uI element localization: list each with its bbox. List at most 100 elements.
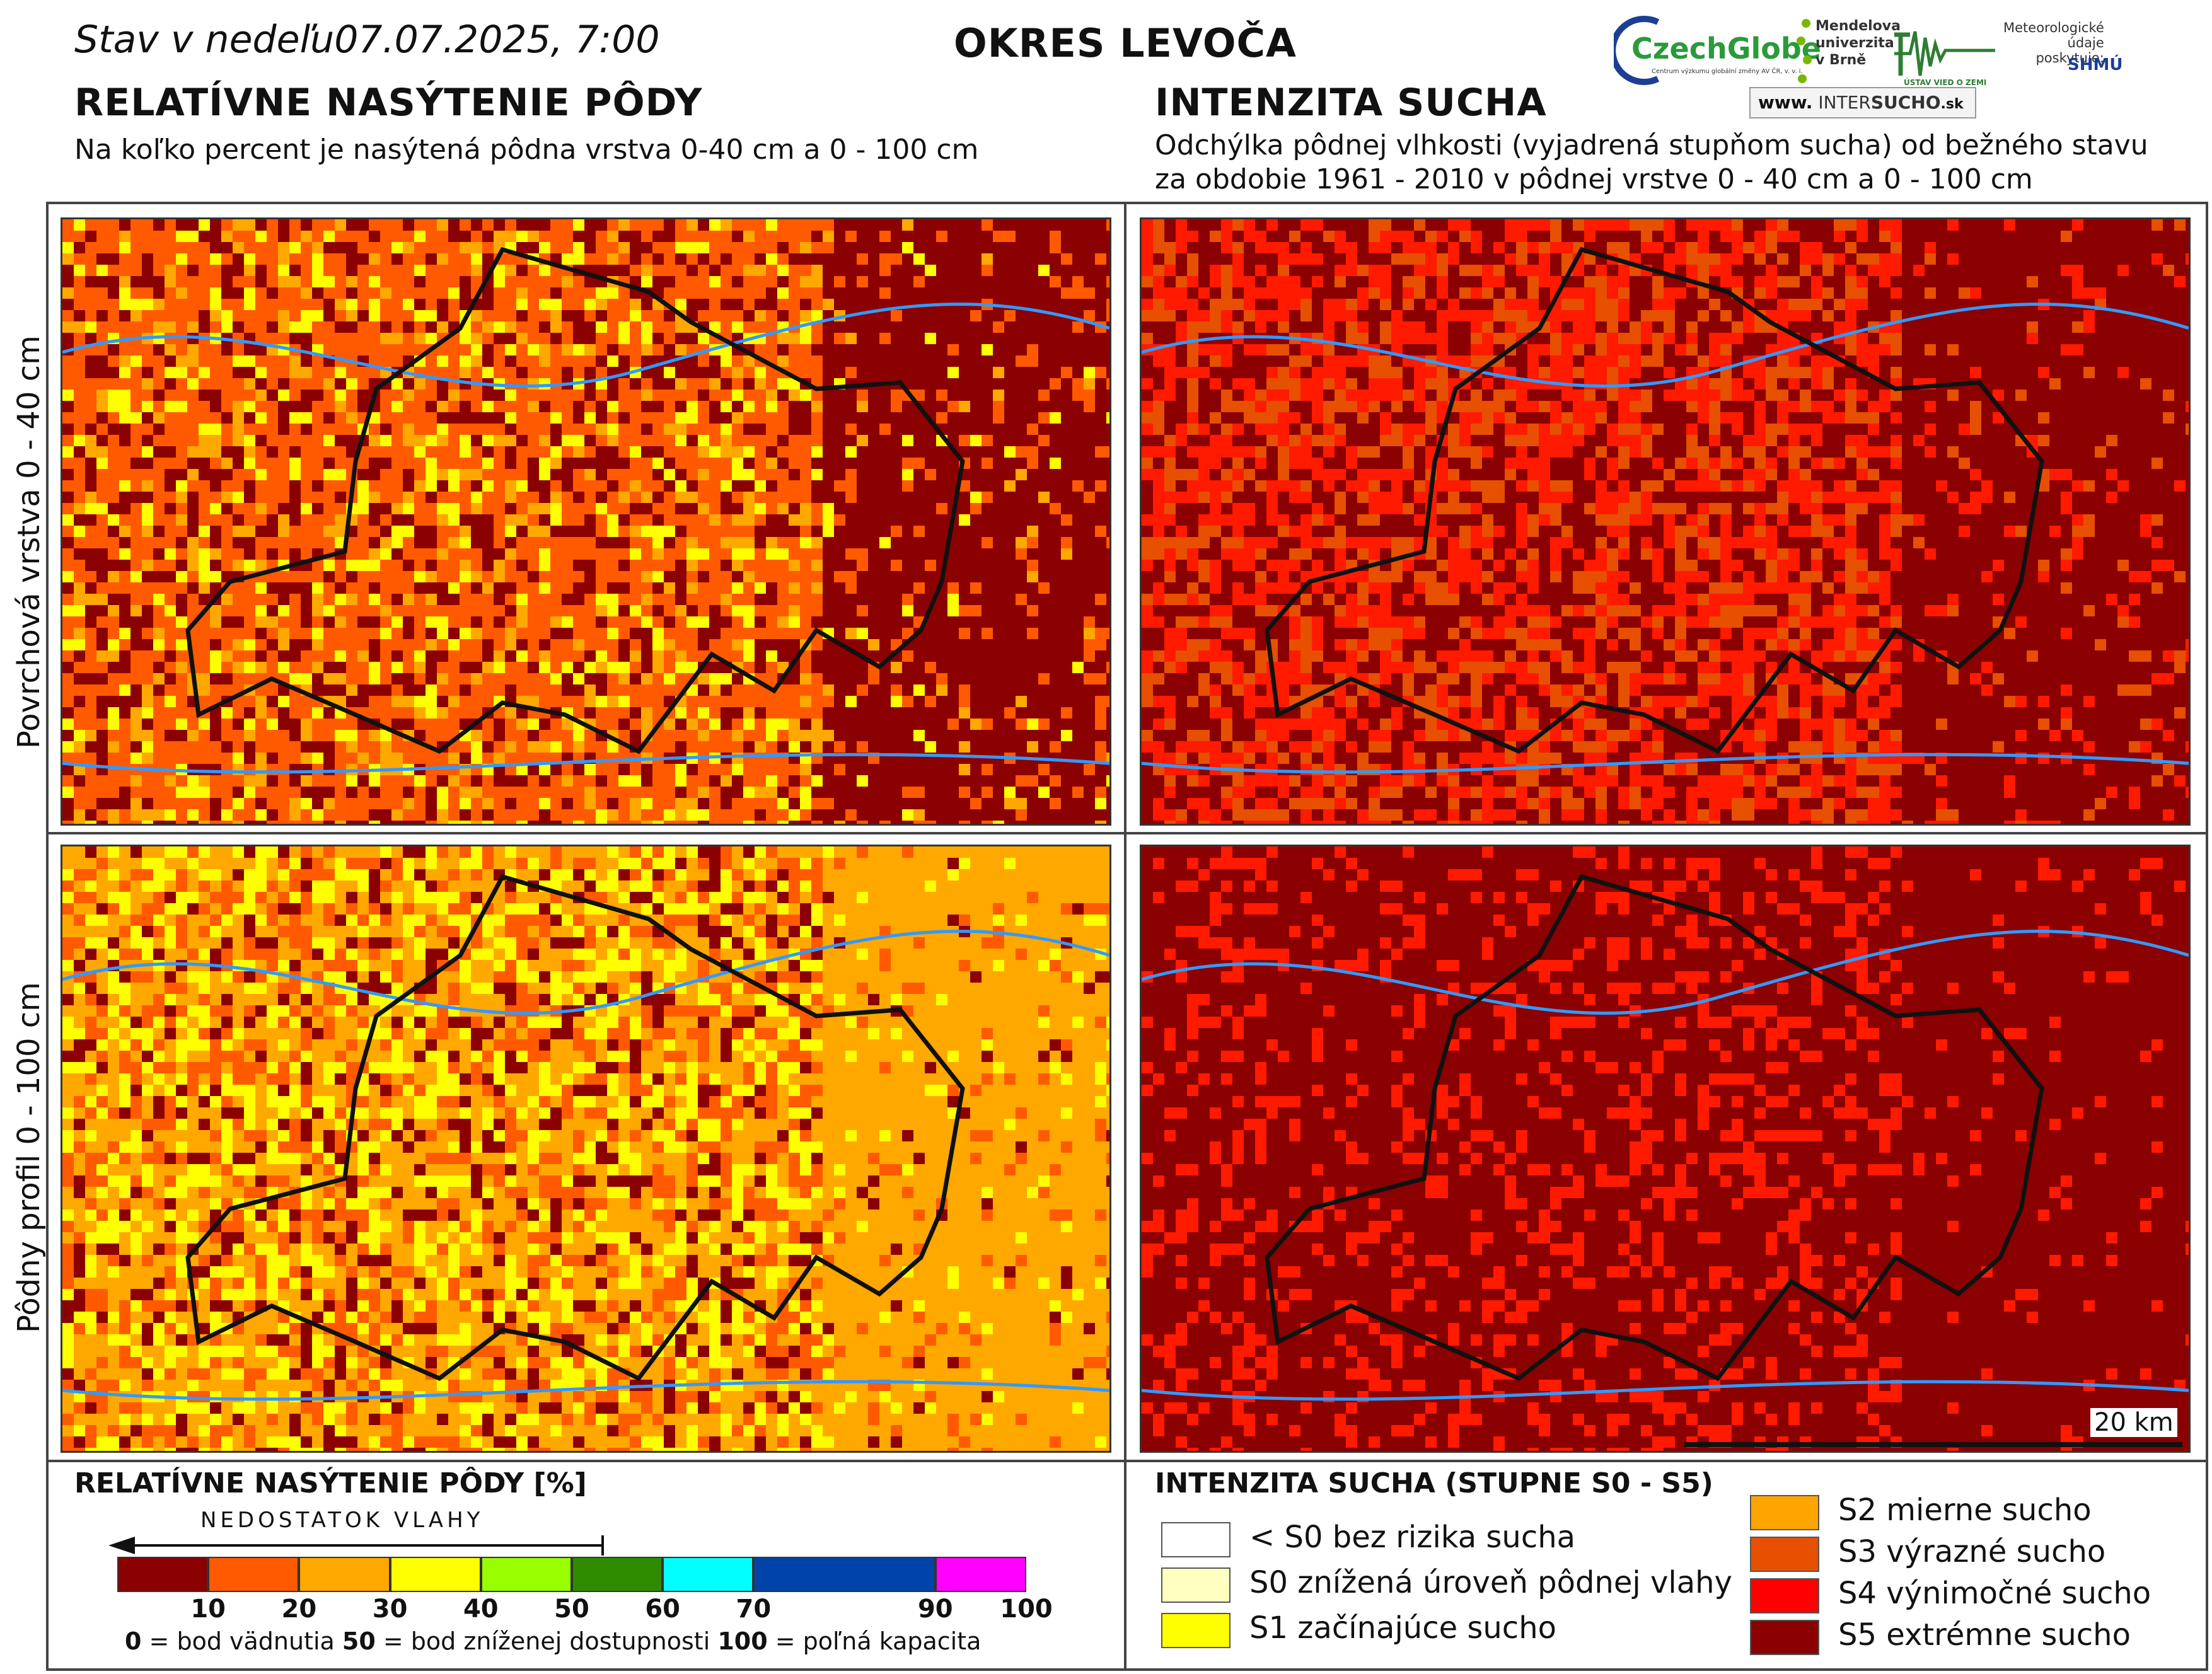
scale-bar [1684, 1442, 2182, 1447]
row-label-surface: Povrchová vrstva 0 - 40 cm [11, 335, 47, 749]
row-label-profile: Pôdny profil 0 - 100 cm [11, 982, 47, 1333]
saturation-tick-5: 60 [645, 1595, 680, 1624]
saturation-ticks: 10 20 30 40 50 60 70 90 100 [117, 1595, 1052, 1625]
czechglobe-name: CzechGlobe [1631, 32, 1821, 66]
drought-label-right-3: S5 extrémne sucho [1838, 1617, 2131, 1653]
map-raster [1142, 846, 2189, 1451]
saturation-bin-3 [390, 1557, 481, 1592]
map-raster [62, 219, 1109, 824]
drought-label-right-0: S2 mierne sucho [1838, 1492, 2092, 1528]
saturation-tick-2: 30 [373, 1595, 408, 1624]
saturation-tick-1: 20 [282, 1595, 317, 1624]
drought-swatch-left-1 [1161, 1567, 1230, 1603]
scale-bar-label: 20 km [2090, 1408, 2177, 1437]
left-section-subtitle: Na koľko percent je nasýtená pôdna vrstv… [74, 133, 978, 167]
map-saturation-profile [61, 845, 1111, 1453]
czechglobe-sub: Centrum výzkumu globální změny AV ČR, v.… [1652, 68, 1803, 75]
river-line [1142, 930, 2189, 1015]
intersucho-logo: www. INTERSUCHO.sk [1749, 87, 1976, 118]
note-50-text: = bod zníženej dostupnosti [376, 1627, 718, 1655]
saturation-tick-8: 100 [1000, 1595, 1053, 1624]
mendel-line-1: Mendelova [1815, 18, 1901, 35]
panel-divider-vertical [1124, 202, 1126, 1671]
saturation-bin-5 [572, 1557, 663, 1592]
mendel-line-2: univerzita [1815, 35, 1901, 52]
drought-swatch-left-0 [1161, 1522, 1230, 1557]
district-title: OKRES LEVOČA [954, 20, 1297, 66]
saturation-tick-6: 70 [736, 1595, 772, 1624]
deficit-arrow-icon [108, 1535, 604, 1556]
map-raster [62, 846, 1109, 1451]
status-prefix: Stav v nedeľu [74, 18, 334, 62]
status-date-value: 07.07.2025, 7:00 [334, 18, 659, 62]
drought-swatch-right-1 [1750, 1537, 1819, 1572]
site-suffix: .sk [1941, 96, 1964, 112]
site-prefix: www. [1758, 92, 1812, 113]
saturation-color-bar [117, 1557, 1026, 1592]
note-100-value: 100 [717, 1627, 767, 1655]
drought-swatch-right-3 [1750, 1620, 1819, 1655]
panel-divider-horizontal [46, 832, 2208, 834]
drought-swatch-right-2 [1750, 1578, 1819, 1613]
meteo-line-1: Meteorologické [2003, 20, 2104, 35]
river-line [1142, 303, 2189, 388]
drought-label-left-2: S1 začínajúce sucho [1249, 1610, 1556, 1646]
drought-label-right-1: S3 výrazné sucho [1838, 1534, 2105, 1569]
river-line-south [62, 1380, 1109, 1401]
mendel-name: Mendelova univerzita v Brně [1815, 18, 1901, 69]
right-section-subtitle-2: za obdobie 1961 - 2010 v pôdnej vrstve 0… [1155, 163, 2033, 197]
saturation-tick-3: 40 [463, 1595, 499, 1624]
czechglobe-logo-icon [1614, 16, 1660, 85]
saturation-bin-6 [663, 1557, 754, 1592]
note-100-text: = poľná kapacita [768, 1627, 982, 1655]
district-boundary [1265, 246, 2044, 754]
note-50-value: 50 [342, 1627, 376, 1655]
saturation-bin-1 [208, 1557, 299, 1592]
ustav-name: ÚSTAV VIED O ZEMI [1904, 78, 1986, 87]
district-boundary [185, 246, 965, 754]
drought-legend-left: < S0 bez rizika sucha S0 znížená úroveň p… [1161, 1520, 1732, 1667]
site-sucho: SUCHO [1871, 92, 1941, 113]
river-line [62, 303, 1109, 388]
drought-swatch-right-0 [1750, 1495, 1819, 1530]
meteo-line-2: údaje [2003, 35, 2104, 50]
saturation-bin-4 [480, 1557, 572, 1592]
district-boundary [1265, 874, 2044, 1382]
right-section-title: INTENZITA SUCHA [1155, 81, 1547, 125]
map-raster [1142, 219, 2189, 824]
meteo-text: Meteorologické údaje poskytuje: [2003, 20, 2104, 66]
drought-label-right-2: S4 výnimočné sucho [1838, 1576, 2151, 1611]
mendel-line-3: v Brně [1815, 52, 1901, 69]
saturation-legend-title: RELATÍVNE NASÝTENIE PÔDY [%] [74, 1467, 587, 1499]
saturation-bin-2 [299, 1557, 390, 1592]
legend-divider [46, 1460, 2208, 1462]
logo-bar: CzechGlobe Centrum výzkumu globální změn… [1601, 6, 2206, 120]
saturation-bin-0 [117, 1557, 209, 1592]
mendel-dots-icon [1797, 19, 1812, 83]
district-boundary [185, 874, 965, 1382]
river-line-south [1142, 753, 2189, 774]
saturation-tick-0: 10 [190, 1595, 226, 1624]
saturation-note: 0 = bod vädnutia 50 = bod zníženej dostu… [125, 1627, 981, 1655]
saturation-bin-8 [935, 1557, 1026, 1592]
drought-swatch-left-2 [1161, 1613, 1230, 1648]
site-inter: INTER [1818, 92, 1870, 113]
map-drought-profile [1140, 845, 2191, 1453]
saturation-bin-7 [753, 1557, 935, 1592]
note-0-value: 0 [125, 1627, 141, 1655]
deficit-arrow-label: NEDOSTATOK VLAHY [200, 1508, 484, 1533]
saturation-tick-7: 90 [918, 1595, 953, 1624]
map-drought-surface [1140, 217, 2191, 826]
drought-label-left-1: S0 znížená úroveň pôdnej vlahy [1249, 1565, 1732, 1600]
river-line-south [1142, 1380, 2189, 1401]
river-line-south [62, 753, 1109, 774]
drought-legend-title: INTENZITA SUCHA (STUPNE S0 - S5) [1155, 1467, 1713, 1499]
note-0-text: = bod vädnutia [141, 1627, 342, 1655]
right-section-subtitle-1: Odchýlka pôdnej vlhkosti (vyjadrená stup… [1155, 129, 2148, 163]
map-saturation-surface [61, 217, 1111, 826]
drought-label-left-0: < S0 bez rizika sucha [1249, 1520, 1575, 1555]
shmu-logo: SHMÚ [2068, 55, 2122, 74]
river-line [62, 930, 1109, 1015]
status-date: Stav v nedeľu07.07.2025, 7:00 [74, 18, 660, 62]
ustav-logo-icon [1894, 31, 1995, 76]
